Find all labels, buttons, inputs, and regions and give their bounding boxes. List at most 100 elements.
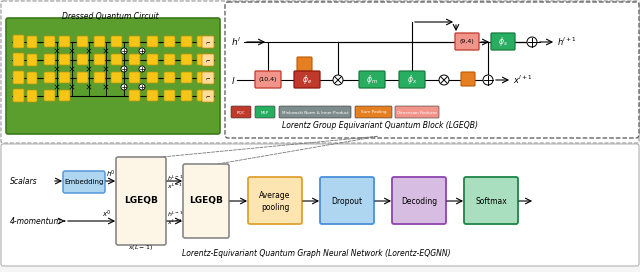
FancyBboxPatch shape bbox=[181, 36, 192, 47]
Circle shape bbox=[439, 75, 449, 85]
FancyBboxPatch shape bbox=[181, 90, 192, 101]
Text: Average: Average bbox=[259, 191, 291, 200]
FancyBboxPatch shape bbox=[181, 54, 192, 65]
FancyBboxPatch shape bbox=[164, 54, 175, 65]
FancyBboxPatch shape bbox=[111, 72, 122, 83]
FancyBboxPatch shape bbox=[27, 90, 37, 102]
Circle shape bbox=[139, 48, 145, 54]
FancyBboxPatch shape bbox=[111, 54, 122, 65]
FancyBboxPatch shape bbox=[27, 72, 37, 84]
FancyBboxPatch shape bbox=[94, 72, 105, 83]
Circle shape bbox=[121, 48, 127, 54]
FancyBboxPatch shape bbox=[164, 72, 175, 83]
Text: pooling: pooling bbox=[261, 203, 289, 212]
FancyBboxPatch shape bbox=[255, 71, 281, 88]
FancyBboxPatch shape bbox=[13, 53, 24, 66]
FancyBboxPatch shape bbox=[77, 36, 88, 47]
FancyBboxPatch shape bbox=[294, 71, 320, 88]
Text: PQC: PQC bbox=[237, 110, 245, 115]
Text: $l$: $l$ bbox=[231, 75, 236, 85]
FancyBboxPatch shape bbox=[320, 177, 374, 224]
FancyBboxPatch shape bbox=[147, 90, 158, 101]
FancyBboxPatch shape bbox=[94, 54, 105, 65]
FancyBboxPatch shape bbox=[129, 36, 140, 47]
FancyBboxPatch shape bbox=[202, 36, 214, 48]
Text: Dimension Reducer: Dimension Reducer bbox=[397, 110, 437, 115]
Text: $x^{L-1}$: $x^{L-1}$ bbox=[167, 217, 183, 227]
FancyBboxPatch shape bbox=[491, 33, 515, 50]
Circle shape bbox=[121, 66, 127, 72]
Text: ⌐: ⌐ bbox=[205, 41, 211, 45]
FancyBboxPatch shape bbox=[164, 90, 175, 101]
FancyBboxPatch shape bbox=[197, 54, 208, 65]
Text: $x^{l+1}$: $x^{l+1}$ bbox=[513, 74, 532, 86]
Circle shape bbox=[483, 75, 493, 85]
FancyBboxPatch shape bbox=[355, 106, 392, 118]
FancyBboxPatch shape bbox=[44, 54, 55, 65]
FancyBboxPatch shape bbox=[297, 57, 312, 71]
FancyBboxPatch shape bbox=[1, 144, 639, 266]
FancyBboxPatch shape bbox=[255, 106, 275, 118]
FancyBboxPatch shape bbox=[461, 72, 475, 86]
Circle shape bbox=[139, 84, 145, 90]
Text: (9,4): (9,4) bbox=[460, 39, 474, 45]
FancyBboxPatch shape bbox=[44, 36, 55, 47]
Circle shape bbox=[333, 75, 343, 85]
FancyBboxPatch shape bbox=[202, 54, 214, 66]
Text: $h^{l}$: $h^{l}$ bbox=[231, 36, 241, 48]
Text: $\phi_e$: $\phi_e$ bbox=[302, 73, 312, 86]
FancyBboxPatch shape bbox=[129, 72, 140, 83]
Text: Sum Pooling: Sum Pooling bbox=[361, 110, 387, 115]
FancyBboxPatch shape bbox=[225, 2, 639, 138]
FancyBboxPatch shape bbox=[1, 1, 639, 143]
Text: $h^{L-1}$: $h^{L-1}$ bbox=[167, 173, 184, 183]
FancyBboxPatch shape bbox=[44, 90, 55, 101]
FancyBboxPatch shape bbox=[359, 71, 385, 88]
FancyBboxPatch shape bbox=[147, 36, 158, 47]
Text: ⌐: ⌐ bbox=[205, 94, 211, 100]
FancyBboxPatch shape bbox=[77, 54, 88, 65]
FancyBboxPatch shape bbox=[13, 35, 24, 48]
FancyBboxPatch shape bbox=[455, 33, 479, 50]
FancyBboxPatch shape bbox=[59, 90, 70, 101]
FancyBboxPatch shape bbox=[202, 72, 214, 84]
Text: $h^{L-1}$: $h^{L-1}$ bbox=[167, 209, 184, 219]
Text: $x^{L-1}$: $x^{L-1}$ bbox=[167, 181, 183, 191]
Circle shape bbox=[121, 84, 127, 90]
Text: 4-momentum: 4-momentum bbox=[10, 217, 62, 225]
Text: MLP: MLP bbox=[261, 110, 269, 115]
FancyBboxPatch shape bbox=[94, 36, 105, 47]
FancyBboxPatch shape bbox=[197, 72, 208, 83]
Text: Scalars: Scalars bbox=[10, 177, 38, 186]
FancyBboxPatch shape bbox=[77, 72, 88, 83]
Text: $x^{0}$: $x^{0}$ bbox=[102, 208, 112, 220]
FancyBboxPatch shape bbox=[197, 36, 208, 47]
Text: LGEQB: LGEQB bbox=[189, 196, 223, 206]
FancyBboxPatch shape bbox=[395, 106, 439, 118]
Text: Dropout: Dropout bbox=[332, 196, 363, 206]
Text: Dressed Quantum Circuit: Dressed Quantum Circuit bbox=[61, 12, 158, 21]
FancyBboxPatch shape bbox=[27, 36, 37, 48]
Text: Lorentz-Equivariant Quantum Graph Neural Network (Lorentz-EQGNN): Lorentz-Equivariant Quantum Graph Neural… bbox=[182, 249, 451, 258]
Text: $h^{l+1}$: $h^{l+1}$ bbox=[557, 36, 577, 48]
FancyBboxPatch shape bbox=[392, 177, 446, 224]
FancyBboxPatch shape bbox=[129, 54, 140, 65]
FancyBboxPatch shape bbox=[147, 54, 158, 65]
Text: $\phi_m$: $\phi_m$ bbox=[366, 73, 378, 86]
Text: LGEQB: LGEQB bbox=[124, 196, 158, 206]
FancyBboxPatch shape bbox=[248, 177, 302, 224]
FancyBboxPatch shape bbox=[13, 89, 24, 102]
FancyBboxPatch shape bbox=[59, 54, 70, 65]
FancyBboxPatch shape bbox=[399, 71, 425, 88]
Text: $h^{0}$: $h^{0}$ bbox=[106, 168, 116, 180]
FancyBboxPatch shape bbox=[147, 72, 158, 83]
Text: (10,4): (10,4) bbox=[259, 78, 277, 82]
FancyBboxPatch shape bbox=[181, 72, 192, 83]
FancyBboxPatch shape bbox=[59, 36, 70, 47]
FancyBboxPatch shape bbox=[59, 72, 70, 83]
Text: Decoding: Decoding bbox=[401, 196, 437, 206]
Text: Minkowski Norm & Inner Product: Minkowski Norm & Inner Product bbox=[282, 110, 348, 115]
FancyBboxPatch shape bbox=[231, 106, 251, 118]
Text: ⌐: ⌐ bbox=[205, 58, 211, 63]
FancyBboxPatch shape bbox=[202, 90, 214, 102]
